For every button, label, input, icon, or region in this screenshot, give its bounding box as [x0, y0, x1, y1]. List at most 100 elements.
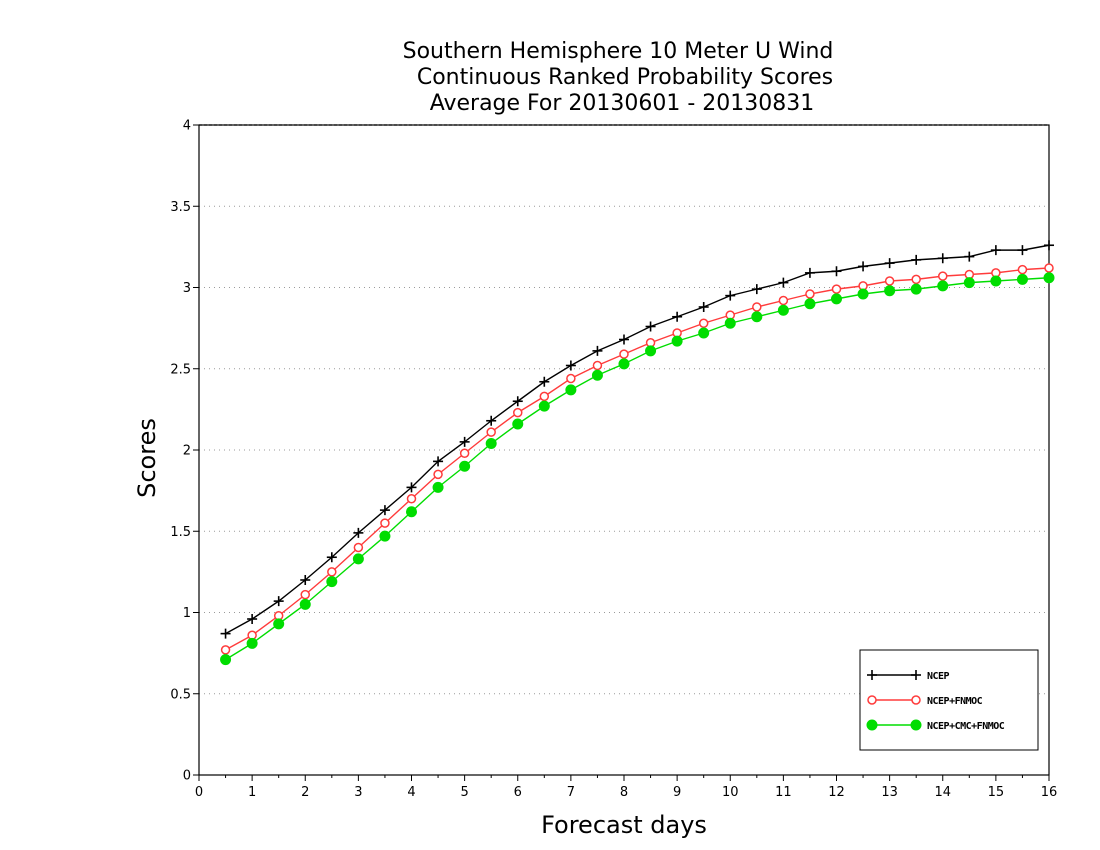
x-axis: 0 1 2 3 4 5 6 7 8 9 10 11 12 13 14 15 16 — [195, 775, 1057, 800]
y-tick-label: 1 — [183, 606, 191, 621]
data-point — [619, 349, 629, 359]
data-point — [1043, 272, 1055, 284]
data-point — [964, 251, 975, 262]
x-tick-label: 4 — [407, 785, 415, 800]
data-point — [220, 628, 231, 639]
data-point — [485, 438, 497, 449]
x-tick-label: 3 — [354, 785, 362, 800]
x-tick-label: 5 — [460, 785, 468, 800]
x-tick-label: 12 — [828, 785, 845, 800]
data-point — [247, 614, 258, 624]
legend-label: NCEP+FNMOC — [927, 696, 983, 707]
legend: NCEP NCEP+FNMOC NCEP+CMC+FNMOC — [859, 649, 1039, 751]
data-point — [459, 460, 471, 472]
data-point — [671, 335, 683, 347]
x-tick-label: 7 — [567, 785, 575, 800]
data-point — [990, 275, 1002, 287]
legend-entry: NCEP+CMC+FNMOC — [866, 719, 1005, 732]
data-point — [539, 376, 550, 387]
data-point — [751, 284, 762, 295]
x-tick-label: 10 — [722, 785, 739, 800]
series-line — [225, 267, 1050, 651]
data-point — [513, 407, 523, 418]
data-point — [698, 302, 709, 312]
data-point — [486, 415, 497, 426]
data-point — [831, 284, 842, 294]
data-point — [512, 396, 523, 407]
y-tick-label: 3 — [183, 281, 191, 296]
data-point — [938, 271, 948, 281]
data-point — [645, 321, 656, 332]
data-point — [831, 293, 842, 305]
legend-marker — [910, 719, 922, 731]
data-point — [592, 360, 603, 371]
x-tick-label: 13 — [881, 785, 898, 800]
chart-title-line-1: Southern Hemisphere 10 Meter U Wind — [403, 39, 834, 64]
x-axis-label: Forecast days — [541, 811, 707, 839]
legend-label: NCEP+CMC+FNMOC — [927, 721, 1005, 732]
data-point — [831, 266, 842, 277]
x-tick-label: 15 — [988, 785, 1005, 800]
data-point — [911, 254, 922, 265]
data-point — [406, 506, 417, 518]
x-tick-label: 2 — [301, 785, 309, 800]
data-point — [353, 542, 364, 553]
data-point — [459, 436, 470, 447]
y-axis-label: Scores — [133, 418, 161, 498]
data-point — [884, 258, 895, 269]
data-point — [326, 552, 337, 563]
data-point — [273, 618, 285, 630]
data-point — [220, 654, 232, 666]
data-point — [857, 288, 869, 300]
series-0 — [220, 240, 1054, 639]
x-tick-label: 16 — [1041, 785, 1058, 800]
data-point — [937, 253, 948, 264]
data-point — [725, 290, 736, 301]
data-point — [619, 334, 629, 345]
y-tick-label: 4 — [183, 119, 191, 134]
x-tick-label: 6 — [514, 785, 522, 800]
data-point — [406, 482, 417, 493]
data-point — [1017, 264, 1028, 275]
data-point — [1044, 240, 1054, 251]
data-point — [618, 358, 630, 370]
data-point — [884, 276, 895, 286]
legend-marker — [911, 670, 921, 680]
data-point — [380, 518, 390, 528]
data-point — [432, 481, 444, 493]
data-point — [591, 369, 603, 381]
data-point — [538, 400, 550, 412]
data-point — [566, 373, 576, 384]
data-point — [486, 427, 496, 437]
data-point — [698, 327, 710, 339]
x-tick-label: 1 — [248, 785, 256, 800]
chart-title-line-3: Average For 20130601 - 20130831 — [430, 91, 815, 116]
x-tick-label: 0 — [195, 785, 203, 800]
data-point — [565, 360, 576, 371]
y-tick-label: 0.5 — [170, 687, 191, 702]
chart-title: Southern Hemisphere 10 Meter U Wind Cont… — [403, 39, 834, 116]
data-point — [672, 311, 683, 322]
legend-marker — [911, 695, 921, 705]
data-point — [512, 418, 524, 430]
y-tick-label: 1.5 — [170, 525, 191, 540]
data-point — [300, 589, 310, 600]
data-point — [1017, 245, 1028, 256]
legend-marker — [866, 719, 878, 731]
data-point — [433, 456, 444, 467]
legend-entry: NCEP — [867, 670, 950, 682]
data-point — [990, 245, 1001, 256]
data-point — [592, 345, 603, 356]
data-point — [804, 298, 816, 310]
data-point — [433, 469, 443, 480]
y-tick-label: 2 — [183, 444, 191, 459]
data-point — [1016, 273, 1028, 285]
data-point — [273, 596, 284, 607]
data-point — [379, 530, 391, 542]
data-point — [645, 345, 657, 357]
data-point — [326, 576, 338, 588]
data-point — [777, 304, 789, 316]
data-point — [884, 285, 896, 297]
